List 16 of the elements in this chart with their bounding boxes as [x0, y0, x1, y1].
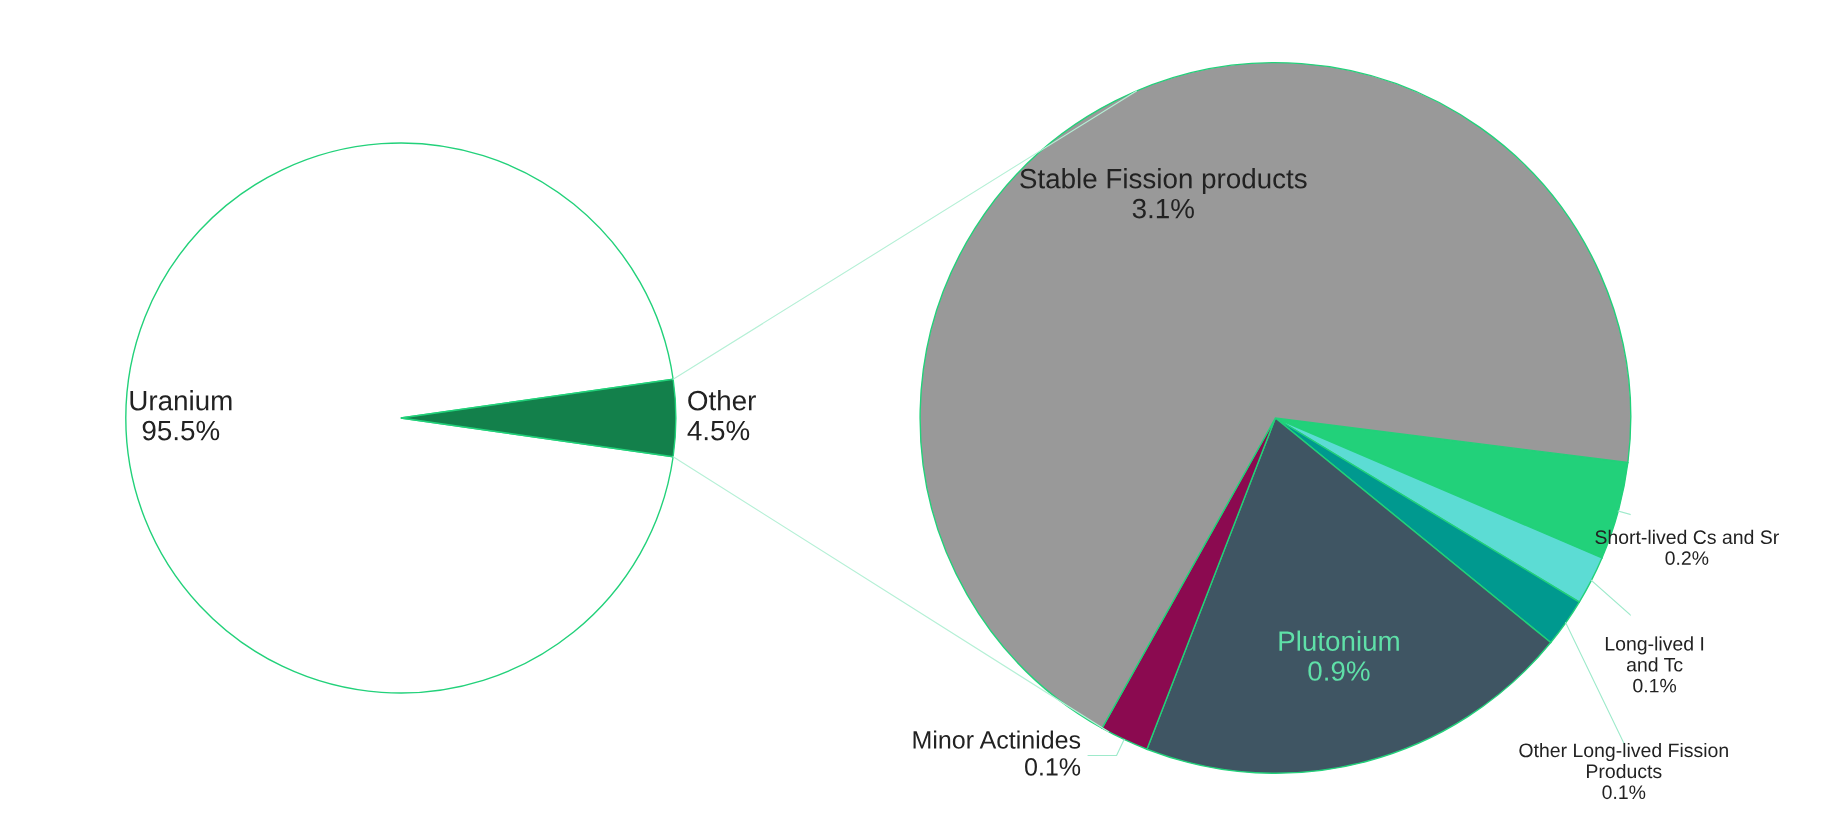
slice-label: Uranium	[130, 390, 232, 411]
data-label: 0.2%	[1665, 551, 1709, 566]
data-label: 0.1%	[1633, 678, 1677, 693]
slice-label: Long-lived I and Tc	[1605, 636, 1704, 672]
slice-label: Plutonium	[1279, 630, 1399, 651]
data-label: 3.1%	[1132, 198, 1194, 219]
data-label: 95.5%	[142, 420, 220, 441]
slice-label: Other	[688, 390, 756, 411]
pie-slice	[125, 142, 674, 694]
slice-label: Minor Actinides	[913, 730, 1081, 749]
data-label: 0.9%	[1308, 661, 1370, 681]
data-label: 0.1%	[1602, 785, 1646, 800]
slice-label: Stable Fission products	[1020, 168, 1307, 194]
slice-label: Other Long-lived Fission Products	[1519, 742, 1728, 779]
data-label: 4.5%	[687, 420, 750, 441]
data-label: 0.1%	[1025, 758, 1081, 776]
